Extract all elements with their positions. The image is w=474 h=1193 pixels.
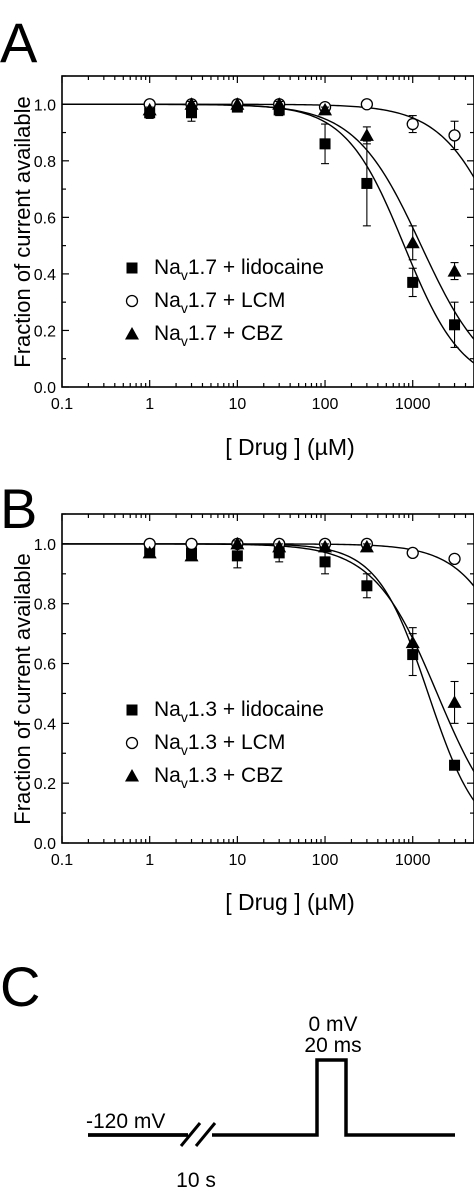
chart-a-xtick-label: 10 [228,396,246,413]
chart-b-ytick-label: 0.4 [34,716,56,733]
chart-a-ytick-label: 0.8 [34,154,56,171]
chart-a-xtick-label: 100 [312,396,339,413]
chart-a-legend-marker-1 [125,294,139,308]
chart-a-point-square [449,319,461,331]
chart-a-point-square [319,138,331,150]
chart-a-ytick-label: 0.0 [34,380,56,397]
chart-b-legend-marker-1 [125,736,139,750]
chart-a-legend-marker-2 [125,327,139,340]
chart-b-ytick-label: 0.0 [34,836,56,853]
chart-b-ytick-label: 1.0 [34,537,56,554]
chart-b-legend-entry-0: Nav1.3 + lidocaine [154,698,324,725]
chart-a-ytick-label: 0.2 [34,323,56,340]
chart-b-xtick-label: 100 [312,852,339,869]
chart-a-point-square [407,276,419,288]
chart-a-point-circle [406,117,419,131]
chart-b-point-square [449,759,461,771]
chart-a-point-circle [360,98,374,111]
chart-a-point-triangle [405,235,420,249]
chart-a-point-square [361,177,373,189]
chart-b-ytick-label: 0.2 [34,776,56,793]
chart-a-point-triangle [359,128,374,141]
chart-a-point-triangle [142,102,157,116]
chart-b-ytick-label: 0.8 [34,597,56,614]
chart-a-ylabel: Fraction of current available [10,96,35,367]
chart-a-xtick-label: 0.1 [51,396,73,413]
chart-a-point-circle [448,129,461,142]
chart-b-frame [61,513,474,844]
chart-b-point-triangle [184,548,199,562]
chart-b-fit-curve-2 [62,543,474,773]
chart-b-point-triangle [447,695,462,708]
chart-b-xtick-label: 1000 [395,852,431,869]
chart-a-point-square [186,107,198,119]
chart-a: Fraction of current available [ Drug ] (… [10,75,474,460]
holding-voltage-label: -120 mV [86,1110,165,1133]
panel-label-a: A [0,11,38,74]
chart-b-legend-marker-0 [126,704,138,716]
chart-b-point-triangle [142,545,157,559]
chart-a-xlabel: [ Drug ] (µM) [225,434,355,460]
chart-b-legend-entry-2: Nav1.3 + CBZ [154,764,283,791]
panel-label-c: C [0,955,40,1018]
step-voltage-label: 0 mV [308,1013,357,1036]
chart-a-ytick-label: 1.0 [34,97,56,114]
chart-a-point-triangle [318,102,333,116]
chart-b-xtick-label: 10 [228,852,246,869]
chart-a-point-triangle [230,97,245,110]
chart-b-legend-marker-2 [125,769,139,782]
chart-b-point-circle [448,552,461,566]
chart-a-fit-curve-2 [62,103,474,340]
chart-a-ytick-label: 0.4 [34,267,56,284]
chart-b-point-square [231,550,243,562]
chart-a-legend-marker-0 [126,262,138,274]
chart-b-xtick-label: 0.1 [51,852,73,869]
chart-a-legend-entry-1: Nav1.7 + LCM [154,289,285,316]
chart-b-point-square [361,580,373,592]
voltage-protocol: -120 mV 0 mV 20 ms 10 s [86,1013,455,1192]
chart-b-xtick-label: 1 [145,852,154,869]
chart-b-point-triangle [230,536,245,550]
chart-b-ylabel: Fraction of current available [10,553,35,824]
panel-label-b: B [0,477,37,540]
chart-a-legend-entry-2: Nav1.7 + CBZ [154,322,283,349]
chart-b-point-triangle [359,539,374,553]
step-duration-label: 20 ms [304,1034,361,1057]
chart-b-point-square [319,556,331,568]
gap-duration-label: 10 s [176,1169,216,1192]
chart-a-point-triangle [447,264,462,277]
chart-a-ytick-label: 0.6 [34,210,56,227]
chart-a-frame [61,75,474,388]
chart-b-point-square [273,547,285,559]
chart-b-point-triangle [318,539,333,553]
break-mark-2 [194,1122,217,1147]
chart-a-point-triangle [184,97,199,110]
break-mark-1 [179,1122,202,1147]
chart-b-point-circle [406,546,419,560]
protocol-trace-path [88,1058,455,1137]
chart-a-xtick-label: 1000 [395,396,431,413]
chart-b-point-triangle [405,635,420,649]
chart-b-ytick-label: 0.6 [34,657,56,674]
chart-b: Fraction of current available [ Drug ] (… [10,513,474,915]
chart-a-point-triangle [272,97,287,110]
chart-b-legend-entry-1: Nav1.3 + LCM [154,731,285,758]
chart-a-legend-entry-0: Nav1.7 + lidocaine [154,256,324,283]
chart-b-point-triangle [272,539,287,553]
chart-a-xtick-label: 1 [145,396,154,413]
chart-b-point-circle [185,537,198,551]
chart-b-xlabel: [ Drug ] (µM) [225,889,355,915]
